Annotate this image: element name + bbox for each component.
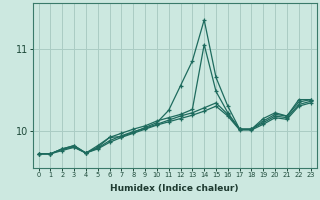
X-axis label: Humidex (Indice chaleur): Humidex (Indice chaleur) xyxy=(110,184,239,193)
